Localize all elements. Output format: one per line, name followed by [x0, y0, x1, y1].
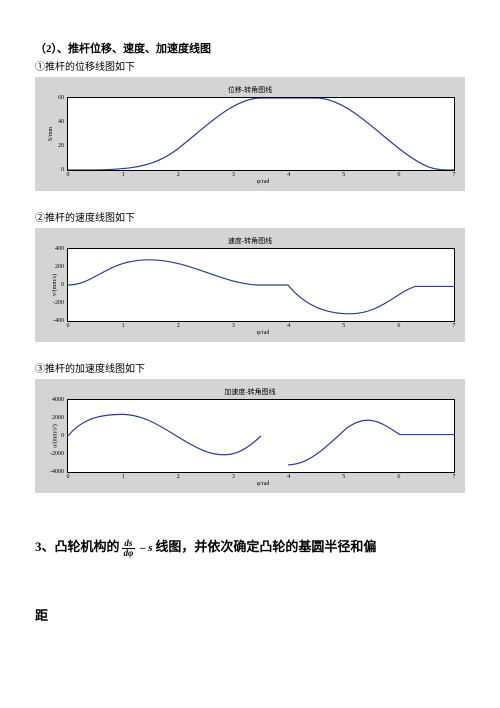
- chart1-xticks: 01234567: [68, 172, 454, 180]
- section3-heading: 3、凸轮机构的dsdφ – s 线图，并依次确定凸轮的基圆半径和偏: [35, 533, 465, 562]
- section3-text-mid: – s: [137, 542, 155, 554]
- chart1-plot: S/mm 0204060 01234567: [67, 97, 455, 171]
- section3-text-b: 线图，并依次确定凸轮的基圆半径和偏: [155, 539, 376, 554]
- chart3-title: 加速度-转角图线: [41, 387, 459, 397]
- chart3-xticks: 01234567: [68, 474, 454, 482]
- chart3-yticks: -4000-2000020004000: [48, 400, 66, 472]
- acceleration-chart: 加速度-转角图线 a/(mm/s²) -4000-2000020004000 0…: [35, 379, 465, 493]
- chart3-plot: a/(mm/s²) -4000-2000020004000 01234567: [67, 399, 455, 473]
- fraction-dsdphi: dsdφ: [122, 539, 136, 558]
- chart2-plot: v/(mm/s) -400-2000200400 01234567: [67, 248, 455, 322]
- displacement-chart: 位移-转角图线 S/mm 0204060 01234567 φ/rad: [35, 77, 465, 191]
- chart2-yticks: -400-2000200400: [48, 249, 66, 321]
- chart2-xticks: 01234567: [68, 323, 454, 331]
- chart2-title: 速度-转角图线: [41, 236, 459, 246]
- document-page: （2）、推杆位移、速度、加速度线图 ①推杆的位移线图如下 位移-转角图线 S/m…: [0, 0, 500, 673]
- section3-heading-line2: 距: [35, 602, 465, 631]
- chart1-curve: [68, 98, 454, 170]
- section3-text-a: 3、凸轮机构的: [35, 539, 120, 554]
- chart1-title: 位移-转角图线: [41, 85, 459, 95]
- chart3-caption: ③推杆的加速度线图如下: [35, 360, 465, 375]
- chart2-caption: ②推杆的速度线图如下: [35, 209, 465, 224]
- chart2-curve: [68, 249, 454, 321]
- chart1-caption: ①推杆的位移线图如下: [35, 58, 465, 73]
- velocity-chart: 速度-转角图线 v/(mm/s) -400-2000200400 0123456…: [35, 228, 465, 342]
- chart3-curve: [68, 400, 454, 472]
- chart1-yticks: 0204060: [48, 98, 66, 170]
- section-heading: （2）、推杆位移、速度、加速度线图: [35, 40, 465, 56]
